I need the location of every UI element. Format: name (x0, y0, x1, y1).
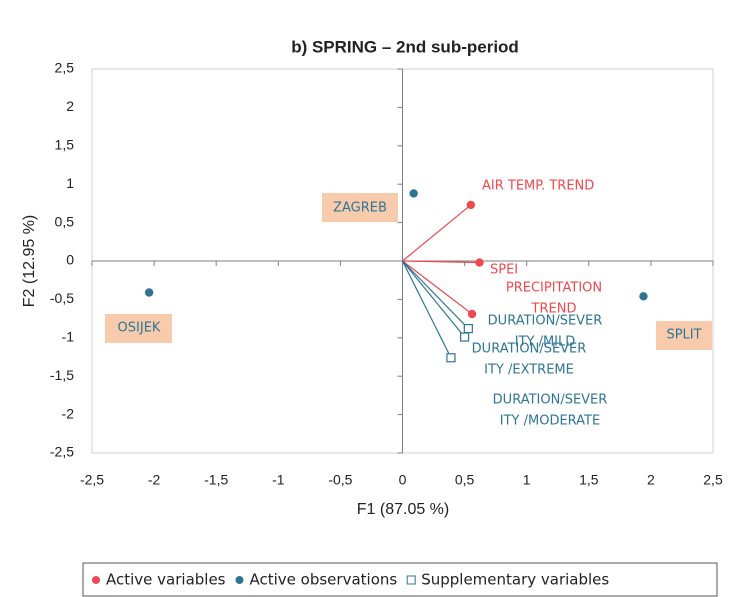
point (144, 288, 154, 297)
x-tick-label: 1,5 (579, 472, 599, 488)
x-tick-label: -0,5 (328, 472, 352, 488)
legend-box (82, 562, 718, 597)
point (463, 323, 473, 334)
y-tick-label: -2 (62, 405, 75, 421)
y-tick-label: 1 (66, 175, 74, 191)
label-box (656, 321, 712, 350)
point-label: ITY /EXTREME (484, 363, 574, 378)
chart-title: b) SPRING – 2nd sub-period (291, 37, 519, 56)
point-label: DURATION/SEVER (472, 342, 587, 357)
point-label: SPEI (490, 263, 518, 278)
y-tick-label: -2,5 (50, 444, 74, 460)
x-tick-label: 2 (647, 472, 655, 488)
x-tick-label: -1 (272, 472, 285, 488)
point-label: ITY /MODERATE (500, 414, 600, 429)
y-tick-label: -1 (62, 329, 75, 345)
point (639, 292, 648, 301)
y-tick-label: -0,5 (50, 290, 74, 306)
point-label: TREND (531, 302, 577, 317)
point (475, 258, 484, 267)
x-tick-label: -1,5 (204, 472, 228, 488)
point-label: AIR TEMP. TREND (482, 179, 594, 194)
y-tick-label: 1,5 (55, 137, 75, 153)
vector (402, 260, 473, 315)
point-label: PRECIPITATION (506, 281, 602, 296)
x-axis-label: F1 (87.05 %) (357, 501, 449, 518)
y-tick-label: 0 (66, 252, 74, 268)
y-tick-label: 2,5 (55, 60, 75, 76)
x-tick-label: 1 (523, 472, 531, 488)
point-label: ITY /MILD (515, 335, 576, 350)
point (467, 309, 477, 319)
label-box (322, 193, 398, 222)
point (466, 200, 476, 210)
vector (402, 260, 469, 330)
point-label: OSIJEK (118, 321, 161, 336)
point-label: DURATION/SEVER (493, 393, 608, 408)
legend-marker (235, 576, 244, 584)
vector (402, 204, 472, 262)
legend-marker (92, 576, 100, 584)
label-box (105, 314, 172, 343)
x-tick-label: 0,5 (455, 472, 475, 488)
x-tick-label: 0 (399, 472, 407, 488)
y-tick-label: 2 (66, 98, 74, 114)
vector (402, 260, 480, 264)
y-tick-label: 0,5 (55, 213, 75, 229)
y-axis-label: F2 (12.95 %) (21, 215, 38, 307)
y-tick-label: -1,5 (50, 367, 74, 383)
point (446, 353, 456, 363)
legend-label: Active observations (250, 571, 398, 589)
point-label: ZAGREB (333, 201, 387, 216)
x-tick-label: -2 (148, 472, 161, 488)
legend-label: Supplementary variables (421, 571, 609, 589)
point (460, 332, 470, 342)
point-label: SPLIT (666, 328, 701, 343)
vector (402, 260, 466, 338)
vector (401, 260, 452, 359)
legend-label: Active variables (106, 571, 226, 589)
point-label: DURATION/SEVER (488, 314, 603, 329)
x-tick-label: 2,5 (703, 472, 723, 488)
legend-marker (406, 575, 416, 585)
point (409, 189, 418, 198)
x-tick-label: -2,5 (80, 472, 104, 488)
